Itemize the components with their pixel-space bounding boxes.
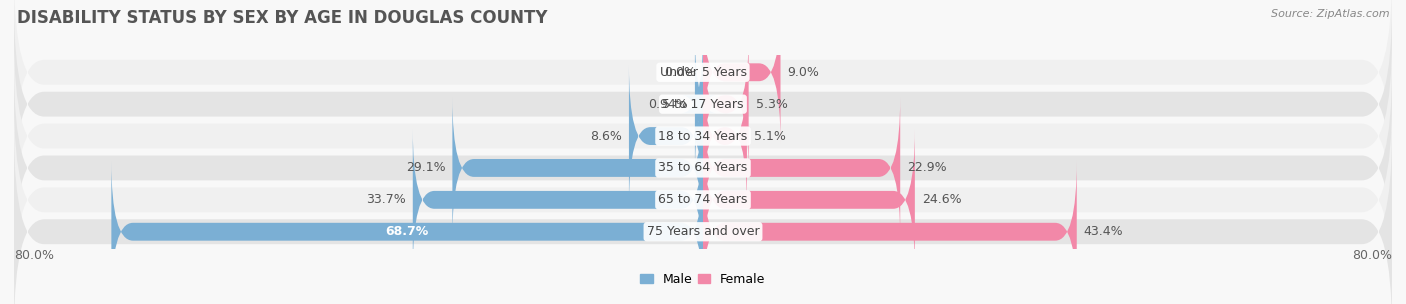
Text: 43.4%: 43.4% xyxy=(1084,225,1123,238)
Text: 68.7%: 68.7% xyxy=(385,225,429,238)
FancyBboxPatch shape xyxy=(628,65,703,207)
Text: 22.9%: 22.9% xyxy=(907,161,946,174)
Text: 0.0%: 0.0% xyxy=(664,66,696,79)
Text: 5.1%: 5.1% xyxy=(754,130,786,143)
Text: 8.6%: 8.6% xyxy=(591,130,621,143)
FancyBboxPatch shape xyxy=(111,161,703,302)
Text: 18 to 34 Years: 18 to 34 Years xyxy=(658,130,748,143)
FancyBboxPatch shape xyxy=(453,97,703,239)
Text: 5.3%: 5.3% xyxy=(755,98,787,111)
Text: 75 Years and over: 75 Years and over xyxy=(647,225,759,238)
FancyBboxPatch shape xyxy=(14,37,1392,235)
FancyBboxPatch shape xyxy=(413,129,703,271)
Text: DISABILITY STATUS BY SEX BY AGE IN DOUGLAS COUNTY: DISABILITY STATUS BY SEX BY AGE IN DOUGL… xyxy=(17,9,547,27)
Text: 80.0%: 80.0% xyxy=(14,249,53,262)
FancyBboxPatch shape xyxy=(703,161,1077,302)
Text: 35 to 64 Years: 35 to 64 Years xyxy=(658,161,748,174)
FancyBboxPatch shape xyxy=(14,69,1392,267)
FancyBboxPatch shape xyxy=(703,2,780,143)
FancyBboxPatch shape xyxy=(14,133,1392,304)
FancyBboxPatch shape xyxy=(14,5,1392,203)
Legend: Male, Female: Male, Female xyxy=(641,273,765,286)
FancyBboxPatch shape xyxy=(14,101,1392,299)
Text: 9.0%: 9.0% xyxy=(787,66,820,79)
Text: 29.1%: 29.1% xyxy=(406,161,446,174)
FancyBboxPatch shape xyxy=(682,33,717,175)
Text: 33.7%: 33.7% xyxy=(366,193,406,206)
FancyBboxPatch shape xyxy=(703,65,747,207)
FancyBboxPatch shape xyxy=(703,97,900,239)
Text: Source: ZipAtlas.com: Source: ZipAtlas.com xyxy=(1271,9,1389,19)
Text: 0.94%: 0.94% xyxy=(648,98,688,111)
Text: 24.6%: 24.6% xyxy=(922,193,962,206)
FancyBboxPatch shape xyxy=(14,0,1392,171)
Text: 80.0%: 80.0% xyxy=(1353,249,1392,262)
Text: Under 5 Years: Under 5 Years xyxy=(659,66,747,79)
Text: 5 to 17 Years: 5 to 17 Years xyxy=(662,98,744,111)
FancyBboxPatch shape xyxy=(703,129,915,271)
Text: 65 to 74 Years: 65 to 74 Years xyxy=(658,193,748,206)
FancyBboxPatch shape xyxy=(703,33,748,175)
